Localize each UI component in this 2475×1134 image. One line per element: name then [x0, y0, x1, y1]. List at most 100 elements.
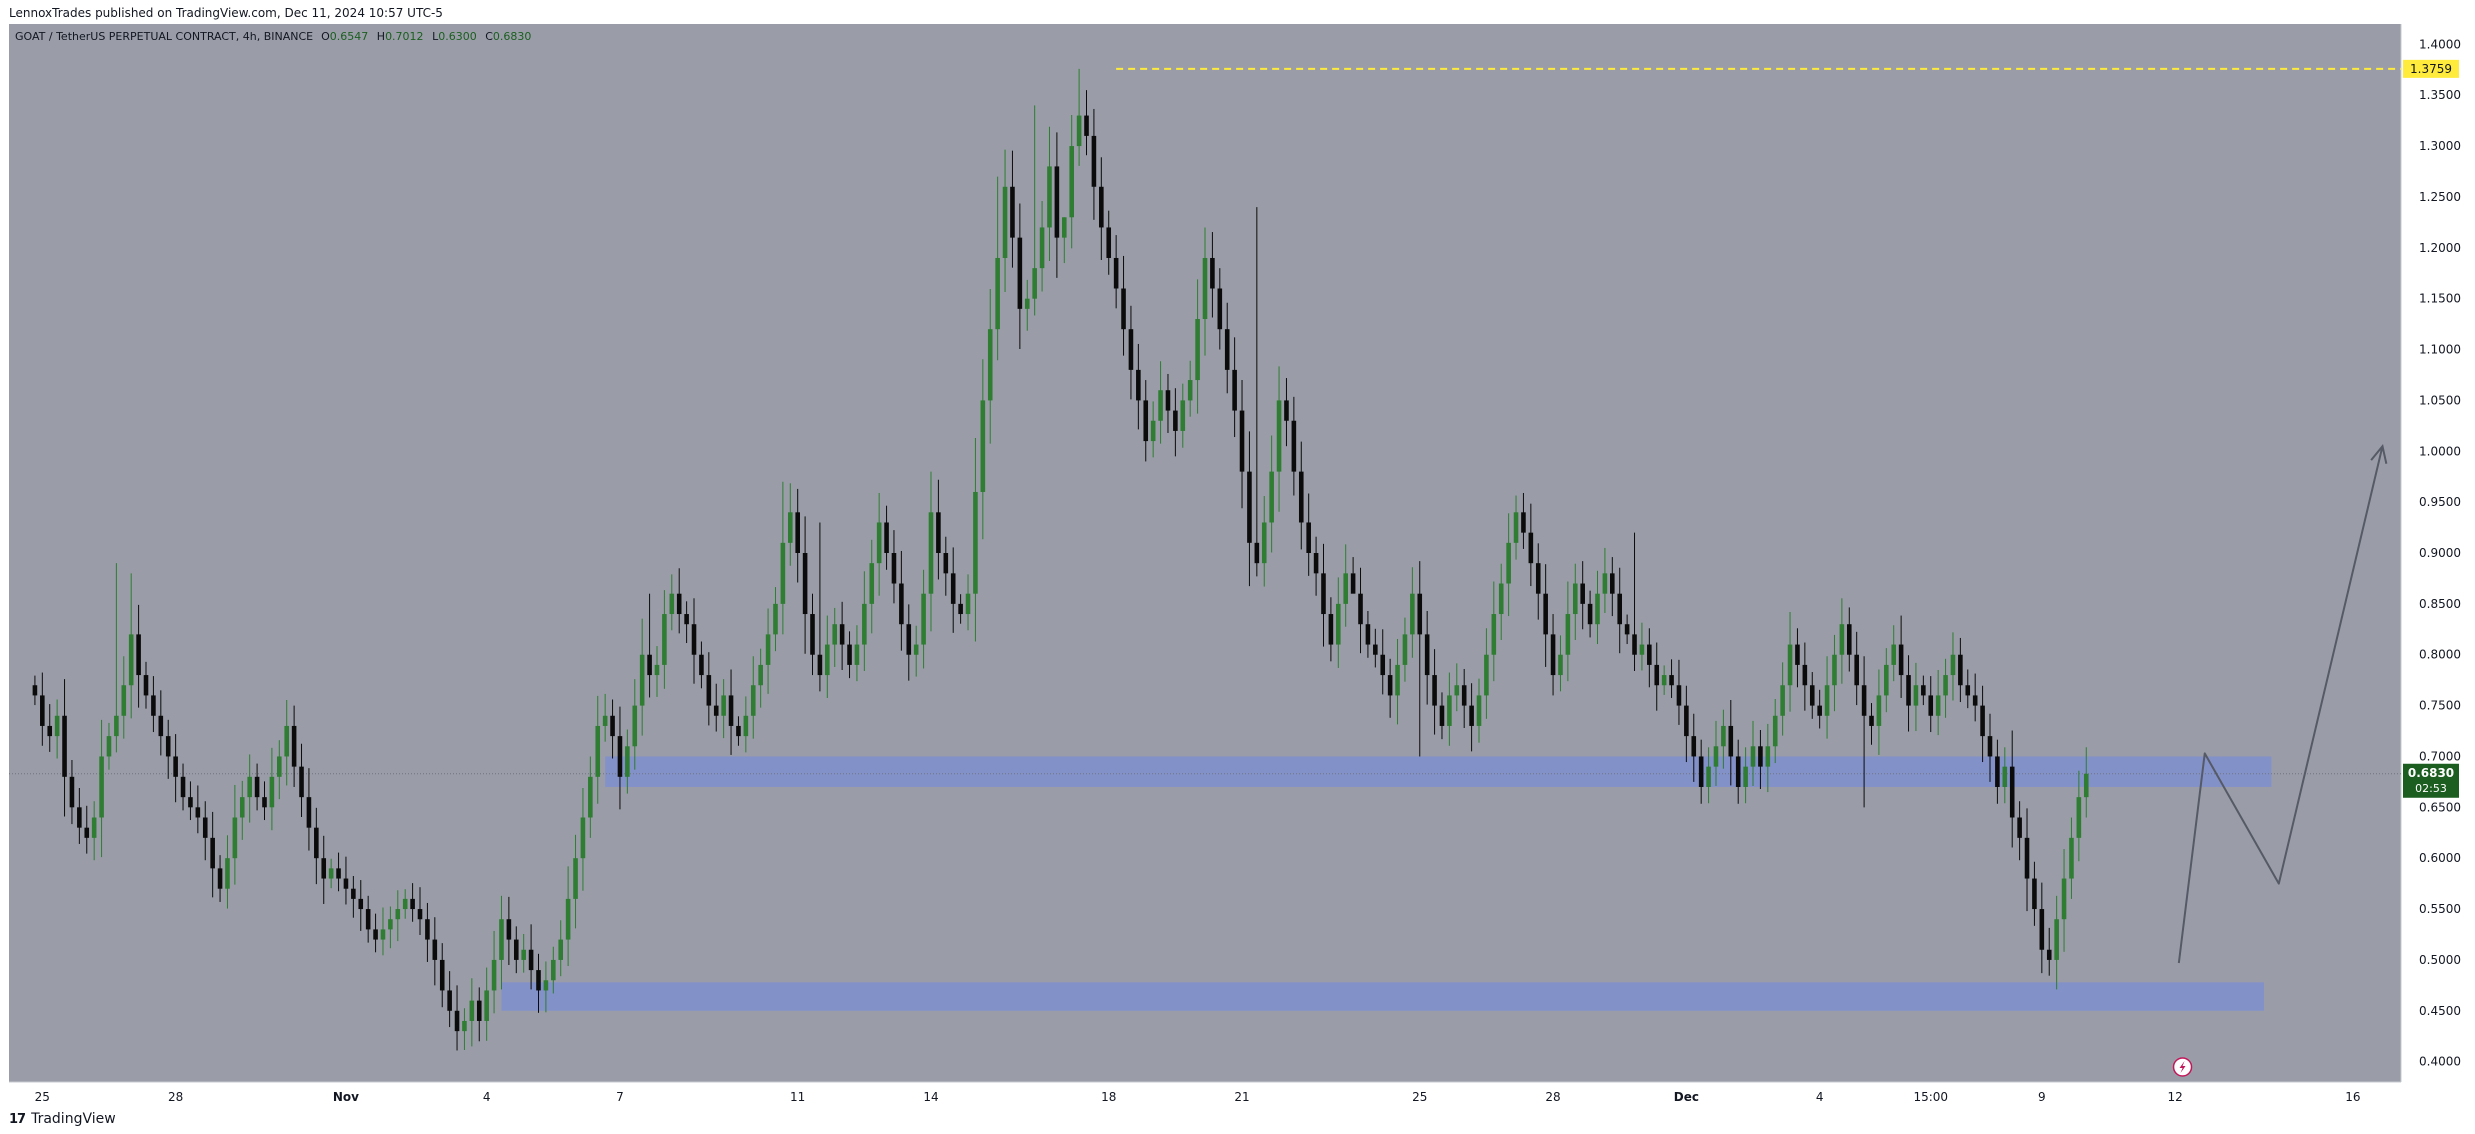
candle-body — [1832, 654, 1837, 686]
candle-body — [1024, 298, 1030, 309]
candle-body — [217, 868, 223, 889]
candle-body — [1958, 654, 1963, 686]
price-axis[interactable] — [2401, 24, 2465, 1082]
candle-body — [277, 756, 282, 777]
candle-body — [862, 603, 867, 645]
candle-body — [1876, 695, 1882, 726]
current-price-label: 0.6830 02:53 — [2403, 763, 2459, 798]
candle-body — [588, 776, 593, 818]
footer-brand[interactable]: 17 TradingView — [9, 1108, 116, 1130]
candle-body — [1447, 695, 1452, 726]
x-tick-label: 18 — [1101, 1090, 1116, 1104]
candle-body — [721, 695, 726, 716]
candle-body — [1839, 624, 1845, 655]
time-axis[interactable] — [9, 1082, 2465, 1111]
candle-body — [1306, 522, 1311, 553]
candle-body — [1410, 593, 1415, 635]
candle-body — [1239, 410, 1245, 472]
y-tick-label: 1.3000 — [2419, 139, 2461, 153]
candle-body — [980, 400, 986, 492]
candle-body — [1891, 644, 1897, 665]
candle-body — [847, 644, 852, 665]
candle-body — [373, 929, 378, 940]
candle-body — [632, 705, 638, 747]
candle-body — [1061, 217, 1067, 238]
y-tick-label: 0.6000 — [2419, 851, 2461, 865]
x-tick-label: 4 — [483, 1090, 491, 1104]
candle-body — [1676, 685, 1682, 706]
candlestick-chart[interactable]: 1.4000 1.3500 1.3000 1.2500 1.2000 1.1500 1.10… — [9, 24, 2465, 1111]
candle-body — [1550, 634, 1556, 676]
candle-body — [787, 512, 793, 543]
candle-body — [284, 725, 290, 757]
candle-body — [662, 614, 667, 665]
candle-body — [1691, 736, 1697, 757]
chart-frame[interactable]: 1.4000 1.3500 1.3000 1.2500 1.2000 1.1500 1.10… — [9, 24, 2465, 1111]
candle-body — [1469, 705, 1474, 726]
candle-body — [1402, 634, 1408, 665]
candle-body — [410, 898, 415, 910]
candle-body — [684, 614, 689, 625]
candle-body — [1099, 186, 1104, 228]
candle-body — [1210, 257, 1215, 289]
candle-body — [736, 725, 741, 737]
symbol-label: GOAT / TetherUS PERPETUAL CONTRACT, 4h, … — [15, 30, 313, 43]
candle-body — [965, 593, 971, 615]
ohlc-values: O0.6547 H0.7012 L0.6300 C0.6830 — [321, 30, 531, 43]
x-tick-label: 28 — [168, 1090, 183, 1104]
candle-body — [750, 685, 756, 716]
y-tick-label: 0.4000 — [2419, 1055, 2461, 1069]
candle-body — [610, 715, 615, 737]
x-tick-label: 4 — [1816, 1090, 1824, 1104]
candle-body — [1506, 542, 1511, 584]
candle-body — [669, 593, 675, 615]
candle-body — [1417, 593, 1423, 635]
x-tick-label: 15:00 — [1913, 1090, 1948, 1104]
candle-body — [1039, 227, 1045, 269]
candle-body — [1558, 654, 1563, 676]
candle-body — [1232, 369, 1237, 411]
candle-body — [462, 1020, 467, 1032]
candle-body — [1735, 756, 1741, 787]
candle-body — [906, 624, 912, 655]
y-tick-label: 1.2500 — [2419, 190, 2461, 204]
candle-body — [1758, 746, 1763, 767]
candle-body — [195, 807, 201, 818]
candle-body — [1387, 675, 1393, 696]
candle-body — [351, 888, 356, 899]
y-tick-label: 0.7000 — [2419, 749, 2461, 763]
x-tick-label: 16 — [2345, 1090, 2360, 1104]
candle-body — [676, 593, 682, 615]
candle-body — [1121, 288, 1126, 330]
candle-body — [573, 858, 578, 899]
candle-body — [2054, 919, 2059, 960]
candle-body — [1365, 624, 1371, 645]
candle-body — [425, 919, 430, 940]
event-marker[interactable] — [2172, 1057, 2193, 1077]
candle-body — [832, 624, 838, 645]
projection-layer — [2177, 443, 2388, 964]
candle-body — [1980, 705, 1985, 737]
candle-body — [580, 817, 586, 859]
candle-body — [1513, 512, 1519, 543]
current-price-text: 0.6830 — [2408, 766, 2454, 780]
candle-body — [802, 553, 808, 615]
candle-body — [1987, 736, 1993, 757]
candle-body — [2083, 773, 2089, 798]
candle-body — [869, 563, 875, 604]
candle-body — [1202, 257, 1208, 320]
candle-body — [2069, 837, 2074, 879]
candle-body — [247, 776, 252, 798]
y-tick-label: 1.4000 — [2419, 37, 2461, 51]
candle-body — [654, 664, 660, 676]
candle-body — [1869, 715, 1874, 726]
candle-body — [1113, 257, 1119, 289]
y-tick-label: 0.4500 — [2419, 1004, 2461, 1018]
x-tick-label: 21 — [1234, 1090, 1249, 1104]
candle-body — [1084, 115, 1089, 136]
x-tick-label: 11 — [790, 1090, 805, 1104]
x-tick-label: 7 — [616, 1090, 624, 1104]
candle-body — [484, 990, 489, 1021]
candle-body — [1106, 227, 1112, 258]
candle-body — [1321, 573, 1326, 615]
